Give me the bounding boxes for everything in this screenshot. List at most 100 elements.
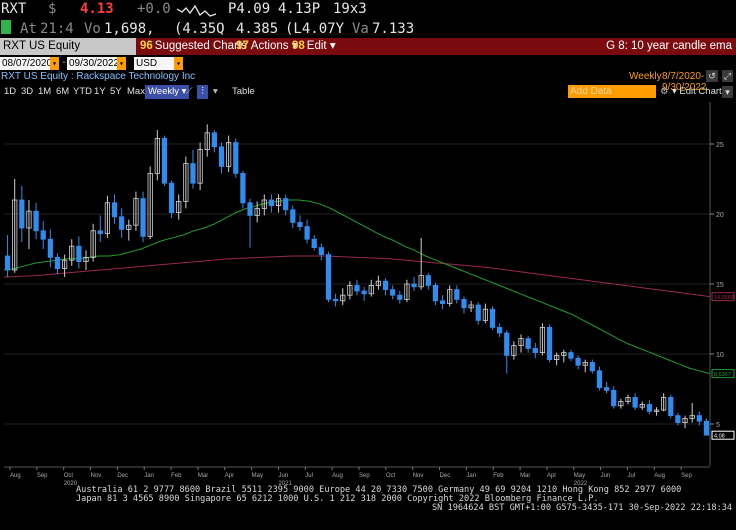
- candle-body: [311, 238, 317, 248]
- candle: [361, 286, 367, 301]
- tab-weekly[interactable]: Weekly ▾: [145, 85, 190, 99]
- candle-body: [618, 401, 624, 407]
- chevron-down-icon: ▾: [181, 86, 187, 97]
- candle: [411, 277, 417, 291]
- candle: [268, 194, 275, 213]
- candle-body: [632, 396, 638, 408]
- quote-ticker[interactable]: RXT: [1, 1, 27, 17]
- candle-body: [682, 417, 688, 423]
- candle-body: [411, 283, 417, 288]
- tab-1d[interactable]: 1D: [4, 86, 17, 97]
- series-badges: 14.0668 8.6367 4.08: [711, 292, 735, 440]
- tab-5y[interactable]: 5Y: [110, 86, 122, 97]
- candle: [325, 251, 332, 303]
- candle-body: [561, 352, 567, 356]
- tab-max[interactable]: Max: [127, 86, 145, 97]
- start-date-input[interactable]: 08/07/2020: [0, 57, 53, 70]
- tab-ytd[interactable]: YTD: [73, 86, 92, 97]
- chart-options-icon[interactable]: ▾: [722, 86, 733, 98]
- candle-body: [161, 138, 168, 184]
- currency-select[interactable]: USD: [134, 57, 174, 70]
- frequency-label: Weekly: [629, 71, 662, 82]
- candle: [439, 295, 446, 310]
- candle-body: [354, 284, 360, 292]
- va-label: Va: [352, 21, 369, 37]
- candle-body: [611, 389, 617, 407]
- candle: [661, 393, 667, 412]
- candle-body: [4, 255, 11, 271]
- candle: [211, 130, 217, 153]
- candle: [603, 382, 610, 394]
- chevron-down-icon: ▾: [291, 40, 298, 52]
- candle-body: [40, 230, 46, 240]
- candle: [62, 254, 68, 277]
- currency-dropdown-icon[interactable]: ▾: [174, 57, 183, 70]
- add-data-input[interactable]: Add Data: [568, 85, 656, 98]
- candle: [432, 282, 439, 305]
- security-field[interactable]: RXT US Equity: [0, 38, 136, 55]
- candle-body: [653, 409, 660, 412]
- expand-icon[interactable]: ⤢: [722, 70, 733, 82]
- edit-menu[interactable]: 98 Edit ▾: [292, 40, 336, 52]
- candle-body: [404, 283, 410, 300]
- table-button[interactable]: Table: [232, 86, 255, 97]
- candle-body: [589, 361, 595, 372]
- candle: [703, 418, 710, 436]
- candle-body: [268, 199, 275, 206]
- candle-body: [204, 132, 210, 150]
- candle-dropdown-icon[interactable]: ▾: [213, 86, 218, 97]
- candle-body: [546, 326, 553, 360]
- candle: [489, 306, 496, 331]
- tab-1y[interactable]: 1Y: [94, 86, 106, 97]
- chevron-down-icon: ▾: [329, 40, 336, 52]
- quote-row-1: RXT $ 4.13 +0.0 P4.09 4.13P 19x3: [0, 0, 736, 20]
- candle: [525, 335, 531, 353]
- candle-body: [575, 357, 581, 366]
- candle-body: [596, 370, 603, 388]
- quote-change: +0.0: [137, 1, 171, 17]
- candle: [475, 302, 481, 325]
- ema-short-line: [3, 199, 711, 375]
- candle-body: [90, 230, 96, 258]
- undo-icon[interactable]: ↺: [706, 70, 718, 82]
- candle-chart-icon[interactable]: ⫶: [197, 85, 208, 99]
- vo-label: Vo: [84, 21, 101, 37]
- ema-short-series: [3, 199, 711, 375]
- candle-body: [104, 202, 111, 235]
- quote-price-open: P4.09: [228, 1, 271, 17]
- tab-1m[interactable]: 1M: [38, 86, 52, 97]
- candle-body: [190, 163, 196, 184]
- candle: [546, 324, 553, 363]
- candle: [675, 412, 681, 426]
- candle-body: [147, 173, 153, 237]
- candle-body: [183, 163, 189, 202]
- line-chart-icon[interactable]: ⟋: [186, 86, 193, 97]
- tab-3d[interactable]: 3D: [21, 86, 34, 97]
- candle-body: [168, 182, 175, 213]
- price-chart[interactable]: 5 10 15 20 25 Aug Sep Oct Nov Dec Jan Feb Mar Apr May…: [0, 100, 736, 486]
- end-date-input[interactable]: 09/30/2022: [67, 57, 120, 70]
- tab-6m[interactable]: 6M: [56, 86, 70, 97]
- badge-box: [711, 292, 735, 302]
- quote-time: 21:4: [40, 21, 74, 37]
- candle-body: [318, 247, 324, 256]
- end-date-dropdown-icon[interactable]: ▾: [117, 57, 126, 70]
- chart-name: G 8: 10 year candle ema: [606, 40, 732, 52]
- suggested-charts-menu[interactable]: 96 Suggested Charts: [140, 40, 247, 52]
- candle: [653, 407, 660, 416]
- candle-body: [154, 138, 160, 174]
- start-date-dropdown-icon[interactable]: ▾: [50, 57, 59, 70]
- candle: [689, 403, 695, 423]
- edit-chart-button[interactable]: ▾ Edit Chart: [672, 86, 722, 97]
- candle: [318, 243, 324, 261]
- candle: [596, 366, 603, 391]
- candle: [468, 300, 474, 312]
- candle-body: [397, 294, 403, 300]
- menu-bar: RXT US Equity 96 Suggested Charts 97 Actio…: [0, 38, 736, 55]
- candle: [347, 281, 353, 300]
- settings-icon[interactable]: ⚙: [660, 86, 669, 97]
- quote-l-value: (L4.07Y: [285, 21, 345, 37]
- candle-body: [240, 173, 246, 204]
- up-arrow-icon: [1, 20, 11, 34]
- actions-menu[interactable]: 97 Actions ▾: [236, 40, 298, 52]
